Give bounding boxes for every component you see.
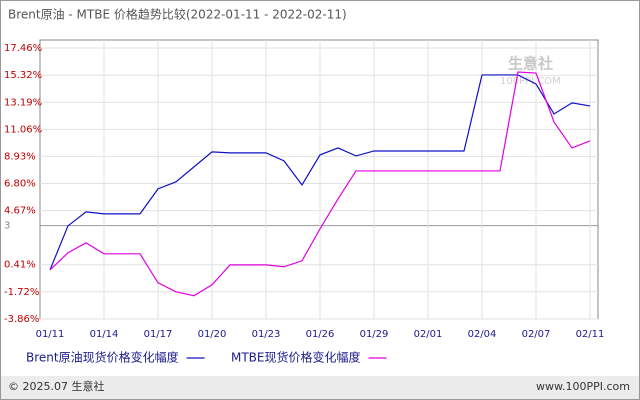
x-tick-label: 01/11 xyxy=(36,329,65,340)
y-tick-label: -1.72% xyxy=(4,287,39,298)
x-tick-label: 01/17 xyxy=(144,329,173,340)
x-tick-label: 02/04 xyxy=(468,329,497,340)
y-tick-label: 11.06% xyxy=(4,124,42,135)
x-tick-label: 01/20 xyxy=(198,329,227,340)
plot-area xyxy=(39,39,599,320)
y-tick-label: 15.32% xyxy=(4,70,42,81)
reference-label: 3 xyxy=(4,221,10,232)
footer-bar xyxy=(1,376,639,399)
x-tick-label: 02/01 xyxy=(414,329,443,340)
y-tick-label: -3.86% xyxy=(4,314,39,325)
y-tick-label: 0.41% xyxy=(4,260,36,271)
y-tick-label: 13.19% xyxy=(4,97,42,108)
x-tick-label: 01/29 xyxy=(360,329,389,340)
footer-right: www.100PPI.com xyxy=(536,380,630,393)
x-tick-label: 02/11 xyxy=(576,329,605,340)
y-tick-label: 8.93% xyxy=(4,151,36,162)
y-tick-label: 4.67% xyxy=(4,206,36,217)
footer-left: © 2025.07 生意社 xyxy=(8,379,104,393)
chart-title: Brent原油 - MTBE 价格趋势比较(2022-01-11 - 2022-… xyxy=(8,7,347,22)
line xyxy=(49,71,591,297)
x-tick-label: 01/26 xyxy=(306,329,335,340)
legend-label: Brent原油现货价格变化幅度 xyxy=(26,350,179,365)
line xyxy=(49,74,591,271)
y-tick-label: 6.80% xyxy=(4,179,36,190)
x-tick-label: 01/14 xyxy=(90,329,119,340)
y-tick-label: 17.46% xyxy=(4,43,42,54)
x-tick-label: 01/23 xyxy=(252,329,281,340)
watermark: 生意社 xyxy=(508,55,553,73)
x-tick-label: 02/07 xyxy=(522,329,551,340)
legend-label: MTBE现货价格变化幅度 xyxy=(231,350,361,365)
